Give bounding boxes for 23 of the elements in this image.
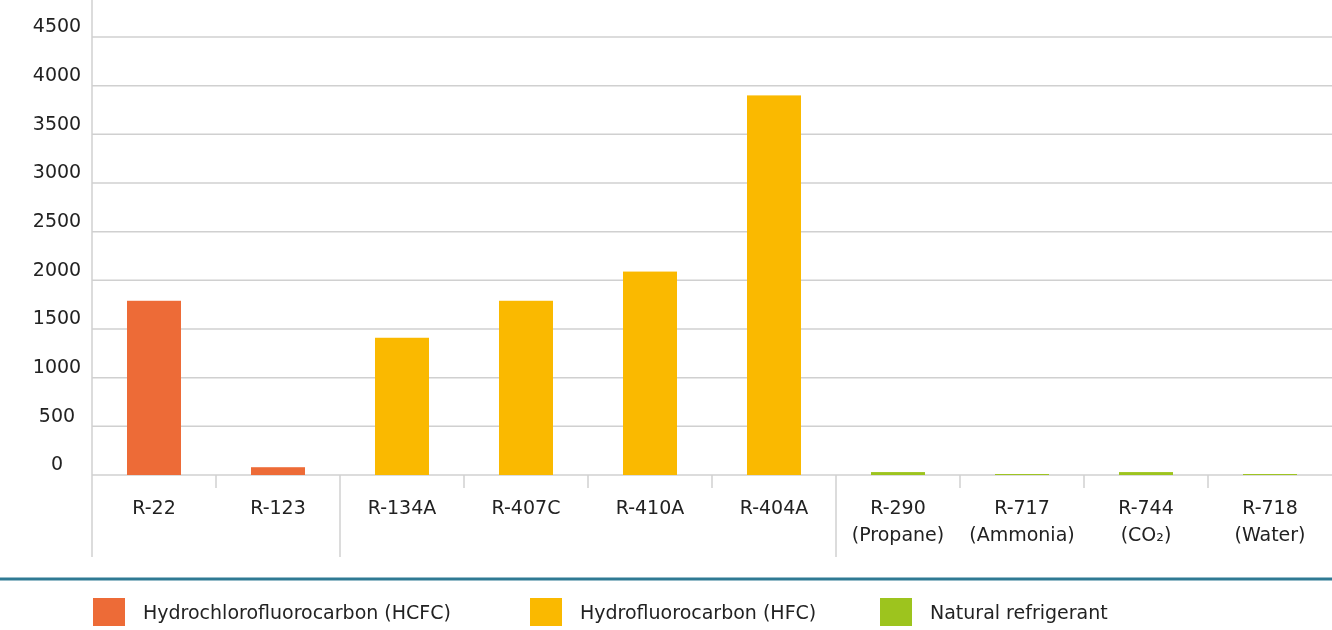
legend-label: Hydrochlorofluorocarbon (HCFC): [143, 601, 451, 623]
y-tick-label: 3000: [32, 160, 82, 183]
y-tick-label: 3500: [32, 111, 82, 134]
x-tick-label: R-290 (Propane): [851, 496, 945, 545]
y-tick-label: 0: [50, 452, 64, 475]
legend-label: Hydrofluorocarbon (HFC): [580, 601, 817, 623]
x-tick-label: R-22: [132, 496, 176, 518]
x-tick-label: R-718 (Water): [1234, 496, 1306, 545]
legend-label: Natural refrigerant: [930, 601, 1108, 623]
x-tick-label: R-123: [250, 496, 306, 518]
y-tick-label: 1500: [32, 306, 82, 329]
y-tick-label: 500: [38, 403, 76, 426]
y-tick-label: 4500: [32, 14, 82, 37]
y-tick-label: 2500: [32, 208, 82, 231]
x-tick-label: R-717 (Ammonia): [969, 496, 1075, 545]
x-tick-label: R-410A: [615, 496, 685, 518]
x-tick-label: R-407C: [491, 496, 561, 518]
y-tick-label: 1000: [32, 354, 82, 377]
x-tick-label: R-134A: [367, 496, 437, 518]
x-tick-label: R-404A: [739, 496, 809, 518]
y-tick-label: 2000: [32, 257, 82, 280]
y-tick-label: 4000: [32, 62, 82, 85]
x-tick-label: R-744 (CO₂): [1118, 496, 1174, 545]
